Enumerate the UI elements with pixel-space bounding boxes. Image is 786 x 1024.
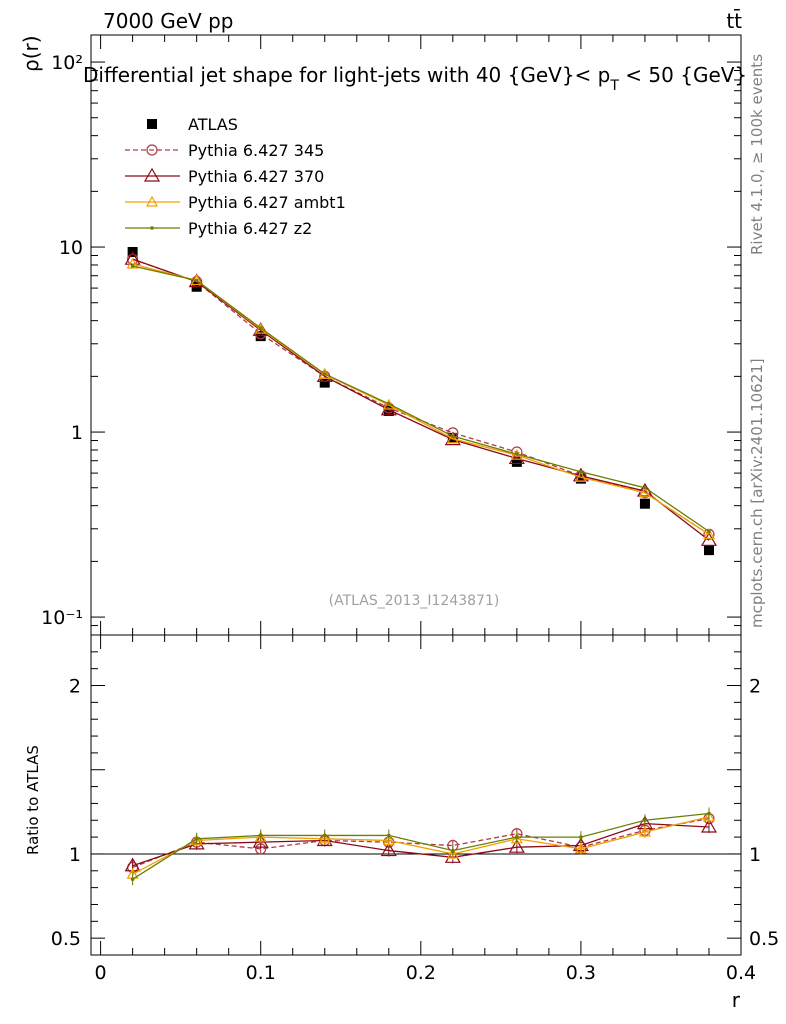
ratio-frame bbox=[90, 634, 742, 956]
ratio-series-line bbox=[132, 816, 710, 875]
mc-point bbox=[707, 529, 711, 534]
plot-title: Differential jet shape for light-jets wi… bbox=[83, 63, 747, 94]
mc-point bbox=[574, 470, 587, 482]
mc-point bbox=[258, 326, 263, 330]
energy-label: 7000 GeV pp bbox=[103, 9, 234, 33]
ratio-point bbox=[382, 834, 395, 846]
ratio-point bbox=[643, 818, 647, 823]
ratio-point bbox=[702, 810, 715, 822]
mc-point bbox=[194, 278, 199, 283]
side-text-bottom: mcplots.cern.ch [arXiv:2401.10621] bbox=[748, 358, 766, 628]
ratio-xtick-label: 0.4 bbox=[726, 962, 756, 984]
ratio-ylabel: Ratio to ATLAS bbox=[24, 745, 42, 855]
mc-point bbox=[515, 452, 519, 456]
ratio-point bbox=[508, 839, 525, 853]
main-ytick-label: 10 bbox=[59, 237, 83, 259]
ratio-point bbox=[574, 842, 587, 854]
ratio-ytick-label-right: 1 bbox=[749, 844, 761, 866]
main-axis-ticks: 10² 10 1 10⁻¹ bbox=[41, 35, 742, 636]
ratio-point bbox=[318, 832, 331, 844]
mc-point bbox=[254, 322, 267, 334]
ratio-ytick-label-right: 2 bbox=[749, 676, 761, 698]
ratio-point bbox=[380, 842, 397, 857]
mc-point bbox=[126, 257, 139, 269]
ratio-point bbox=[638, 825, 651, 837]
ratio-point bbox=[258, 833, 263, 838]
legend-label: ATLAS bbox=[188, 115, 238, 134]
ratio-xlabel: r bbox=[732, 988, 741, 1012]
plot-title-subscript: T bbox=[609, 78, 619, 94]
legend-label: Pythia 6.427 345 bbox=[188, 141, 324, 160]
ratio-point bbox=[707, 811, 711, 816]
ratio-series-line bbox=[132, 817, 710, 869]
mc-point bbox=[702, 528, 715, 539]
ratio-series-line bbox=[132, 812, 710, 880]
legend-label: Pythia 6.427 z2 bbox=[188, 219, 312, 238]
side-text-top: Rivet 4.1.0, ≥ 100k events bbox=[748, 54, 766, 255]
ratio-axis-ticks: 0 0.1 0.2 0.3 0.4 2 2 1 1 0.5 0.5 bbox=[51, 634, 779, 984]
legend-marker bbox=[143, 167, 161, 182]
mc-point bbox=[643, 485, 647, 490]
ratio-xtick-label: 0.1 bbox=[246, 962, 276, 984]
mc-point bbox=[386, 402, 391, 406]
plot-title-prefix: Differential jet shape for light-jets wi… bbox=[83, 63, 610, 87]
mc-point bbox=[700, 532, 718, 546]
ratio-xtick-label: 0.2 bbox=[406, 962, 436, 984]
main-ytick-label: 10² bbox=[51, 52, 83, 74]
main-series-line bbox=[132, 258, 710, 541]
data-point bbox=[383, 405, 394, 416]
ratio-point bbox=[700, 818, 718, 833]
legend-label: Pythia 6.427 ambt1 bbox=[188, 193, 346, 212]
ratio-ytick-label-left: 0.5 bbox=[51, 928, 81, 950]
main-series-layer bbox=[124, 247, 718, 556]
mc-point bbox=[638, 486, 651, 498]
ratio-ytick-label-left: 2 bbox=[69, 676, 81, 698]
ratio-xtick-label: 0 bbox=[95, 962, 107, 984]
ratio-point bbox=[130, 877, 135, 882]
ratio-series-line bbox=[132, 822, 710, 867]
legend: ATLAS Pythia 6.427 345 Pythia 6.427 370 Pyt… bbox=[125, 115, 346, 238]
ratio-point bbox=[515, 835, 519, 839]
data-point bbox=[319, 377, 330, 388]
mc-point bbox=[579, 469, 583, 474]
mc-point bbox=[444, 431, 461, 446]
legend-marker bbox=[147, 119, 157, 129]
ratio-point bbox=[386, 833, 391, 838]
ratio-point bbox=[579, 835, 583, 839]
legend-marker bbox=[150, 226, 154, 230]
mc-point bbox=[322, 372, 327, 376]
data-point bbox=[255, 331, 266, 342]
data-point bbox=[703, 545, 714, 556]
ratio-point bbox=[451, 848, 455, 853]
legend-marker bbox=[146, 144, 158, 156]
mc-point bbox=[130, 264, 135, 268]
legend-marker bbox=[145, 195, 159, 207]
analysis-id: (ATLAS_2013_I1243871) bbox=[329, 593, 500, 609]
data-point bbox=[575, 473, 586, 484]
legend-label: Pythia 6.427 370 bbox=[188, 167, 324, 186]
mc-point bbox=[451, 434, 455, 438]
main-series-line bbox=[132, 265, 710, 533]
ratio-point bbox=[446, 847, 459, 859]
ratio-point bbox=[194, 836, 199, 841]
plot-title-suffix: < 50 {GeV} bbox=[619, 63, 747, 87]
main-ytick-label: 10⁻¹ bbox=[41, 607, 83, 629]
data-point bbox=[511, 456, 522, 467]
mc-point bbox=[446, 432, 459, 444]
mc-point bbox=[318, 368, 331, 379]
main-series-line bbox=[132, 258, 710, 535]
data-point bbox=[639, 498, 650, 509]
ratio-xtick-label: 0.3 bbox=[566, 962, 596, 984]
ratio-series-layer bbox=[124, 807, 718, 886]
main-series-line bbox=[132, 263, 710, 535]
main-ytick-label: 1 bbox=[71, 422, 83, 444]
ratio-ytick-label-right: 0.5 bbox=[749, 928, 779, 950]
mc-point bbox=[511, 446, 523, 458]
main-ylabel: ρ(r) bbox=[19, 35, 43, 72]
ratio-point bbox=[322, 833, 327, 838]
process-label: tt̄ bbox=[726, 8, 742, 33]
ratio-ytick-label-left: 1 bbox=[69, 844, 81, 866]
